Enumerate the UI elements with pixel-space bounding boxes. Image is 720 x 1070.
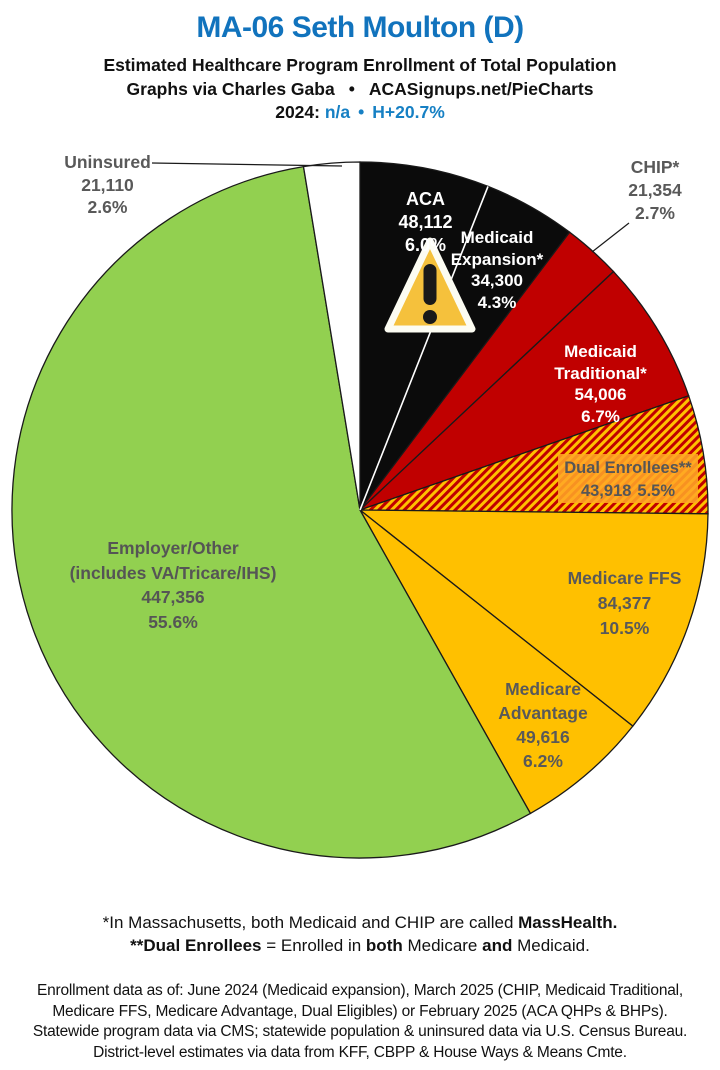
byline-site: ACASignups.net/PieCharts bbox=[368, 79, 594, 99]
slice-value: 34,300 bbox=[471, 271, 523, 290]
margin-value: H+20.7% bbox=[372, 102, 445, 122]
slice-name: CHIP* bbox=[630, 157, 680, 177]
slice-name: Medicare Advantage bbox=[498, 679, 588, 723]
slice-name: Dual Enrollees** bbox=[564, 459, 692, 477]
slice-percent: 4.3% bbox=[477, 292, 517, 312]
slice-value: 54,006 bbox=[574, 385, 627, 404]
footnote-bold: and bbox=[482, 936, 513, 955]
pie-chart-area: ACA 48,112 6.0% Medicaid Expansion* 34,3… bbox=[0, 140, 720, 900]
masshealth-footnote: *In Massachusetts, both Medicaid and CHI… bbox=[0, 913, 720, 933]
slice-value: 21,354 bbox=[628, 180, 682, 200]
pie-slice-aca bbox=[359, 161, 489, 511]
year-value: n/a bbox=[324, 102, 351, 122]
slice-percent: 6.0% bbox=[404, 235, 447, 255]
slice-name: Uninsured bbox=[64, 152, 151, 172]
pie-slice-medicaid-traditional bbox=[359, 270, 690, 511]
slice-value: 49,616 bbox=[516, 727, 570, 747]
byline: Graphs via Charles Gaba • ACASignups.net/P… bbox=[0, 79, 720, 100]
slice-percent: 55.6% bbox=[148, 611, 198, 632]
slice-percent: 6.7% bbox=[581, 406, 620, 426]
footnote-bold: both bbox=[365, 936, 403, 955]
pie-slice-uninsured bbox=[302, 161, 361, 511]
uninsured-leader-line bbox=[151, 162, 343, 167]
pie-slice-medicare-ffs bbox=[358, 509, 709, 728]
data-note-line: District-level estimates via data from K… bbox=[93, 1043, 627, 1061]
slice-name: Medicaid Expansion* bbox=[450, 228, 544, 269]
byline-author: Graphs via Charles Gaba bbox=[126, 79, 335, 99]
dual-enrollees-label: Dual Enrollees** 43,918 5.5% bbox=[558, 454, 698, 503]
slice-value: 43,918 bbox=[580, 482, 632, 500]
medicaid-traditional-label: Medicaid Traditional* 54,006 6.7% bbox=[528, 341, 673, 427]
pie-slice-medicare-advantage bbox=[359, 509, 634, 815]
slice-percent: 10.5% bbox=[599, 618, 650, 638]
stats-bullet: • bbox=[358, 102, 365, 122]
slice-percent: 6.2% bbox=[523, 751, 563, 771]
chip-leader-line bbox=[591, 222, 630, 253]
slice-name: Medicare FFS bbox=[567, 568, 682, 588]
year-stats-line: 2024: n/a • H+20.7% bbox=[0, 102, 720, 123]
footnote-text: *In Massachusetts, both Medicaid and CHI… bbox=[102, 913, 519, 932]
data-source-notes: Enrollment data as of: June 2024 (Medica… bbox=[0, 981, 720, 1063]
slice-value: 84,377 bbox=[597, 593, 652, 613]
footnote-bold: **Dual Enrollees bbox=[130, 936, 262, 955]
slice-name-2: (includes VA/Tricare/IHS) bbox=[69, 562, 277, 583]
dual-enrollees-footnote: **Dual Enrollees = Enrolled in both Medi… bbox=[0, 936, 720, 956]
slice-value: 48,112 bbox=[398, 212, 453, 232]
medicare-ffs-label: Medicare FFS 84,377 10.5% bbox=[542, 566, 707, 641]
slice-value: 21,110 bbox=[81, 174, 134, 195]
medicare-advantage-label: Medicare Advantage 49,616 6.2% bbox=[478, 677, 608, 773]
slice-percent: 2.7% bbox=[635, 203, 675, 223]
year-label: 2024: bbox=[275, 102, 320, 122]
slice-value: 447,356 bbox=[141, 587, 205, 607]
chip-label: CHIP* 21,354 2.7% bbox=[585, 156, 720, 225]
data-note-line: Enrollment data as of: June 2024 (Medica… bbox=[36, 982, 684, 999]
slice-divider-line bbox=[359, 186, 489, 511]
data-note-line: Medicare FFS, Medicare Advantage, Dual E… bbox=[52, 1002, 668, 1020]
footnote-text: Medicaid. bbox=[512, 936, 590, 955]
medicaid-expansion-label: Medicaid Expansion* 34,300 4.3% bbox=[426, 227, 568, 313]
data-note-line: Statewide program data via CMS; statewid… bbox=[32, 1023, 688, 1040]
pie-slice-employer-other bbox=[11, 165, 532, 859]
employer-other-label: Employer/Other (includes VA/Tricare/IHS)… bbox=[28, 536, 318, 634]
pie-slices bbox=[11, 161, 709, 859]
page-title: MA-06 Seth Moulton (D) bbox=[196, 11, 524, 44]
byline-bullet: • bbox=[348, 79, 355, 99]
slice-name: Medicaid Traditional* bbox=[554, 342, 647, 383]
pie-chart bbox=[11, 161, 709, 859]
slice-percent: 5.5% bbox=[637, 482, 676, 500]
uninsured-label: Uninsured 21,110 2.6% bbox=[40, 151, 175, 219]
slice-name: ACA bbox=[406, 189, 445, 209]
slice-name: Employer/Other bbox=[107, 538, 239, 558]
aca-label: ACA 48,112 6.0% bbox=[363, 188, 488, 257]
footnote-text: = Enrolled in bbox=[261, 936, 366, 955]
footnote-bold: MassHealth. bbox=[518, 913, 618, 932]
footnote-text: Medicare bbox=[402, 936, 483, 955]
warning-icon bbox=[384, 237, 476, 333]
slice-percent: 2.6% bbox=[87, 197, 128, 217]
chart-subtitle: Estimated Healthcare Program Enrollment … bbox=[103, 55, 617, 75]
